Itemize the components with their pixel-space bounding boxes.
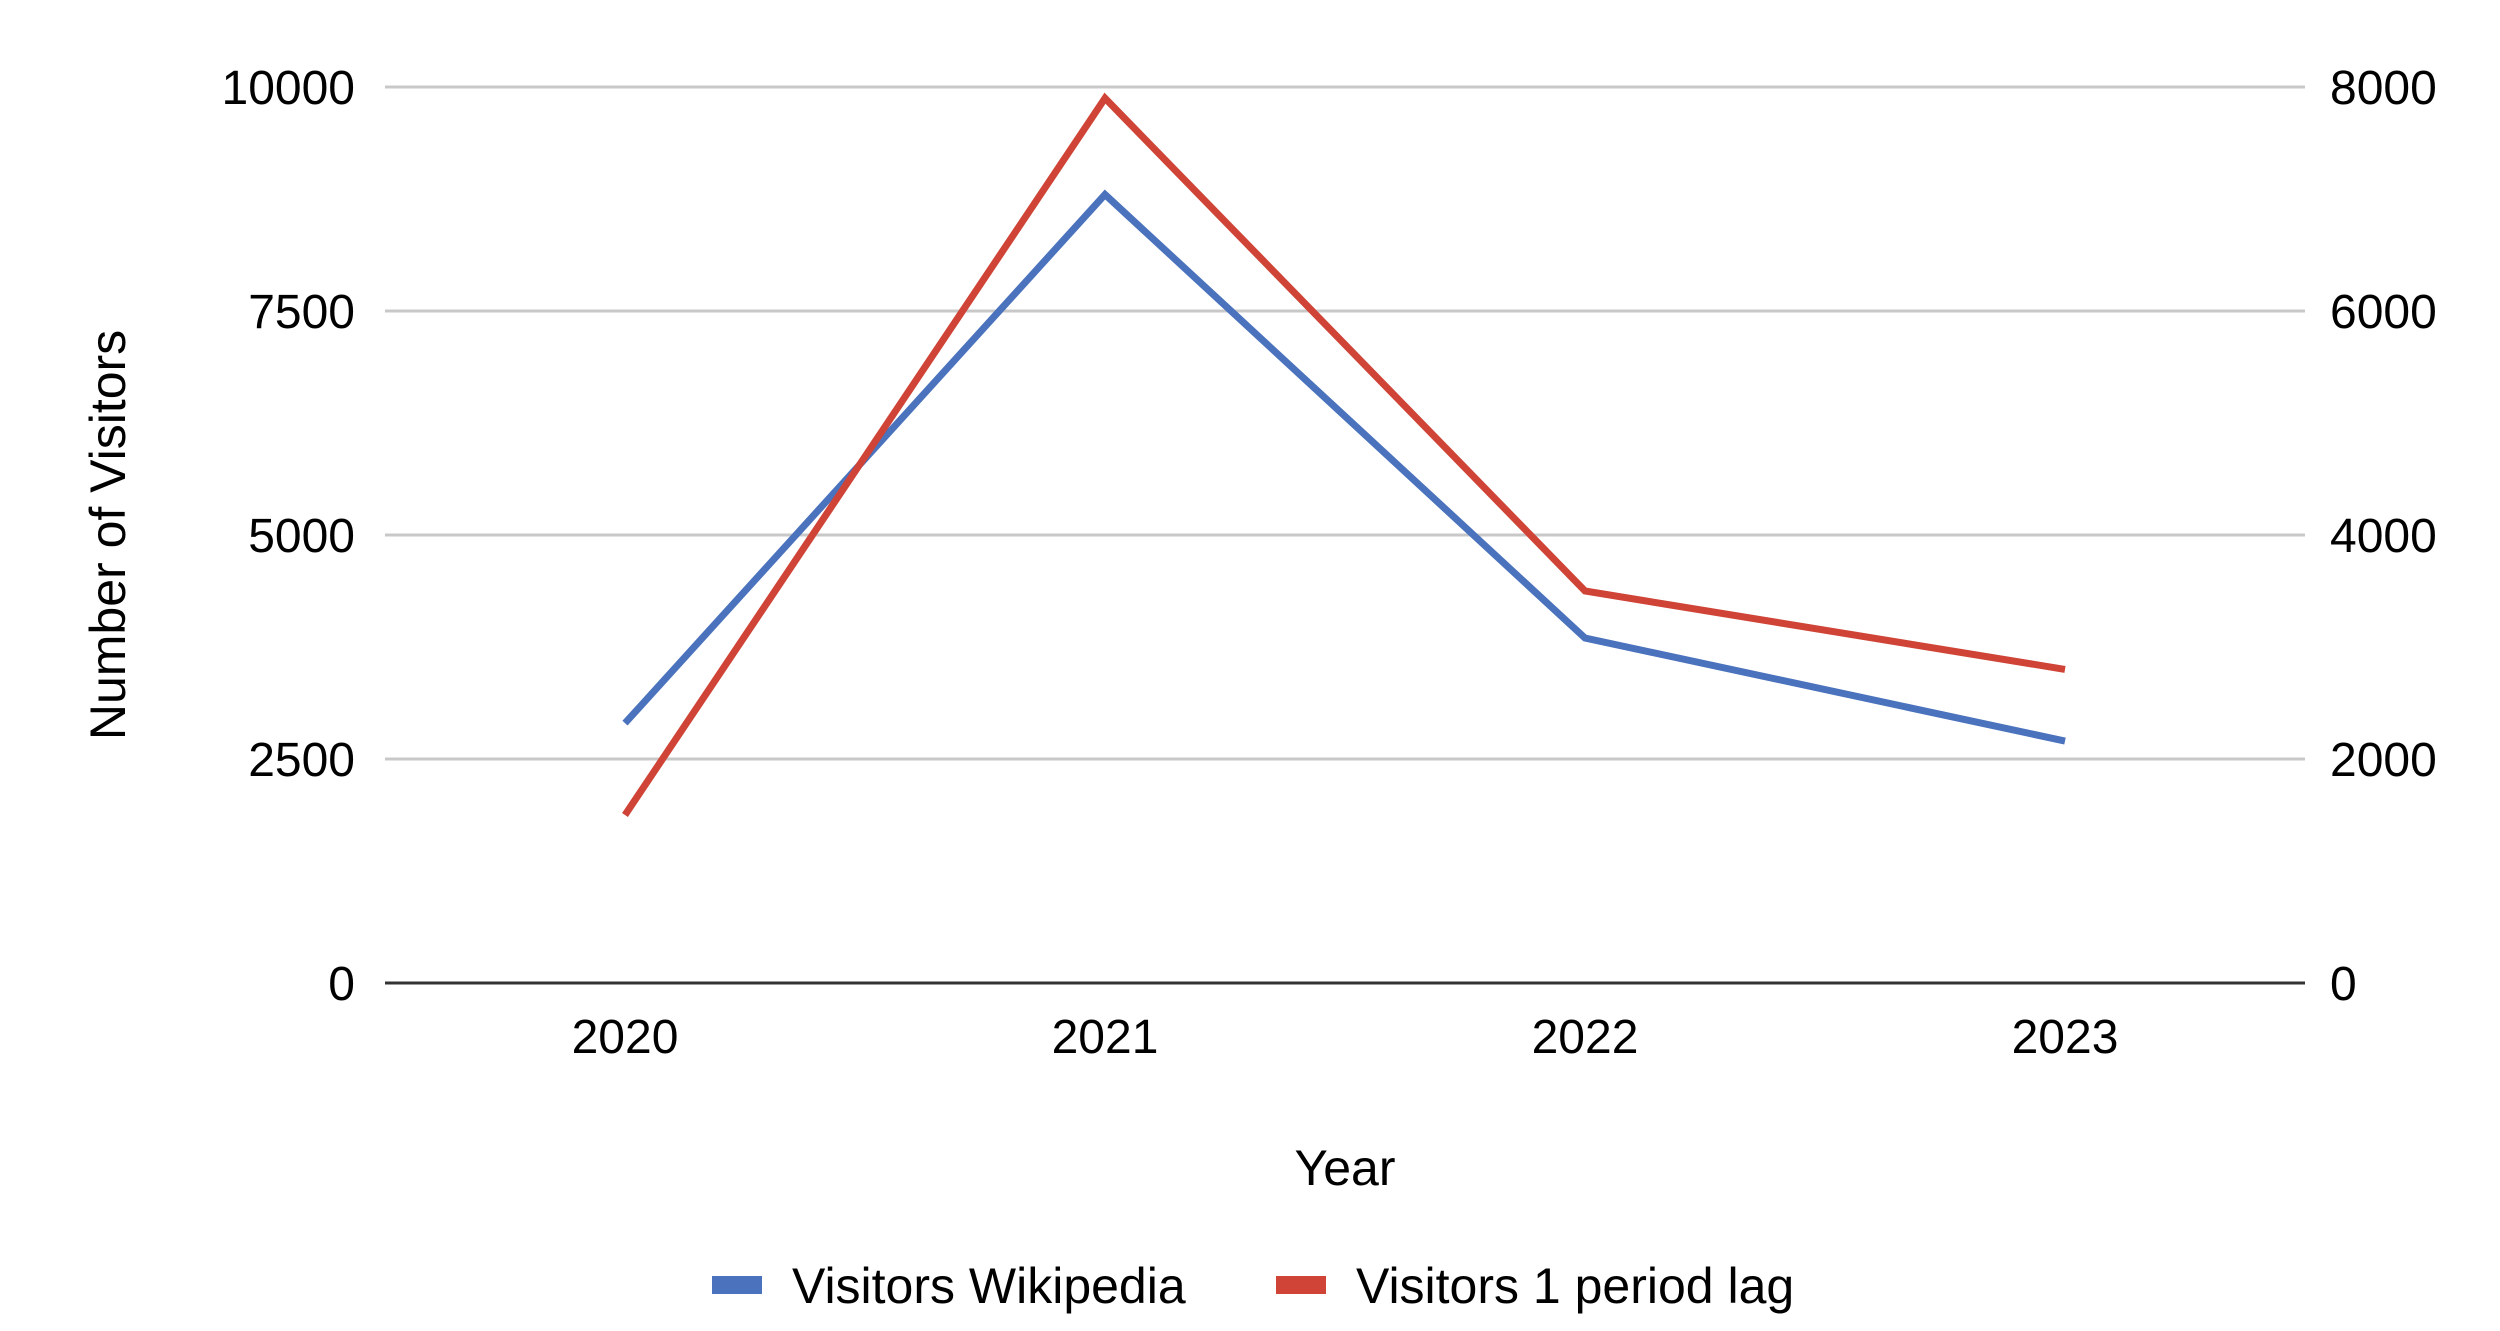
x-axis-title: Year xyxy=(1294,1140,1395,1196)
y2-tick-label-4000: 4000 xyxy=(2330,510,2437,563)
y-tick-label-5000: 5000 xyxy=(248,510,355,563)
legend: Visitors Wikipedia Visitors 1 period lag xyxy=(712,1258,1794,1314)
legend-swatch-visitors-1-period-lag xyxy=(1276,1276,1326,1294)
y-axis-title: Number of Visitors xyxy=(80,330,136,740)
tick-labels: 0 2500 5000 7500 10000 0 2000 4000 6000 8000 2020 2… xyxy=(222,62,2437,1064)
y-tick-label-2500: 2500 xyxy=(248,734,355,787)
x-tick-label-2021: 2021 xyxy=(1052,1011,1159,1064)
y-tick-label-7500: 7500 xyxy=(248,286,355,339)
x-tick-label-2020: 2020 xyxy=(572,1011,679,1064)
series-lines xyxy=(622,92,2066,817)
x-tick-label-2023: 2023 xyxy=(2012,1011,2119,1064)
legend-label-visitors-1-period-lag: Visitors 1 period lag xyxy=(1356,1258,1794,1314)
series-line-visitors-1-period-lag xyxy=(622,92,2066,817)
y2-tick-label-0: 0 xyxy=(2330,958,2357,1011)
y2-tick-label-2000: 2000 xyxy=(2330,734,2437,787)
legend-swatch-visitors-wikipedia xyxy=(712,1276,762,1294)
y-tick-label-10000: 10000 xyxy=(222,62,355,115)
y2-tick-label-6000: 6000 xyxy=(2330,286,2437,339)
y2-tick-label-8000: 8000 xyxy=(2330,62,2437,115)
x-tick-label-2022: 2022 xyxy=(1532,1011,1639,1064)
legend-label-visitors-wikipedia: Visitors Wikipedia xyxy=(792,1258,1186,1314)
series-line-visitors-wikipedia xyxy=(622,189,2066,745)
y-tick-label-0: 0 xyxy=(328,958,355,1011)
gridlines xyxy=(385,85,2305,761)
